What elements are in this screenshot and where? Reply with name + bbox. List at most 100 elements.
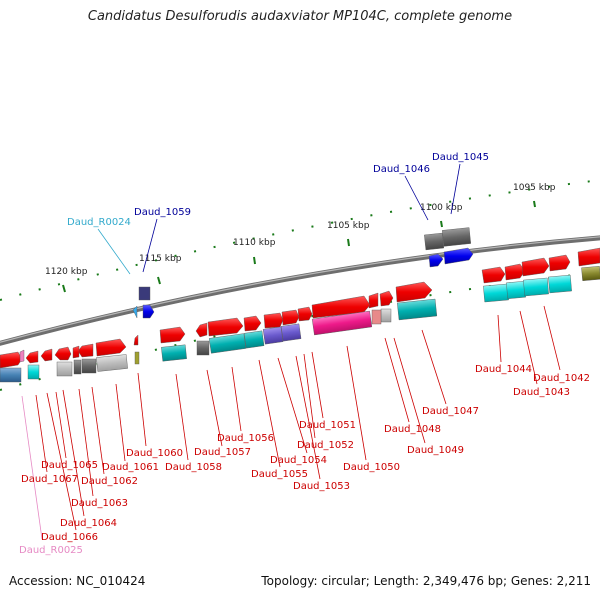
gene-1046-arrow xyxy=(428,253,444,268)
gene-1045-feature xyxy=(442,227,471,247)
trna-r0025-arrow xyxy=(19,349,25,363)
gene-label-daud-1064[interactable]: Daud_1064 xyxy=(60,518,117,529)
gene-label-daud-1052[interactable]: Daud_1052 xyxy=(297,440,354,451)
gene-label-daud-1058[interactable]: Daud_1058 xyxy=(165,462,222,473)
gene-1050-arrow xyxy=(311,295,371,319)
gene-label-group: Daud_1045 Daud_1046 Daud_1059 Daud_R0024… xyxy=(19,152,590,556)
gene-1055-arrow xyxy=(243,315,262,332)
gene-1044-arrow xyxy=(481,266,506,284)
gene-1040-cog xyxy=(581,266,600,281)
gene-1063-cog xyxy=(73,359,82,375)
accession-text: Accession: NC_010424 xyxy=(9,574,146,588)
gene-1062-arrow xyxy=(77,343,94,358)
gene-1060-cog xyxy=(134,351,140,365)
gene-1051-cog xyxy=(280,323,302,342)
gene-1067-cog xyxy=(0,367,22,383)
gene-label-daud-1060[interactable]: Daud_1060 xyxy=(126,448,183,459)
gene-1061-cog xyxy=(96,354,128,372)
gene-1060-arrow xyxy=(133,334,139,346)
gene-1042-arrow xyxy=(521,257,550,277)
gene-1040-arrow xyxy=(577,247,600,267)
genome-backbone-highlight xyxy=(0,236,600,343)
gene-label-daud-1047[interactable]: Daud_1047 xyxy=(422,406,479,417)
gene-1063-arrow xyxy=(72,345,80,359)
scale-label-1100: 1100 kbp xyxy=(420,203,463,213)
gene-label-daud-1051[interactable]: Daud_1051 xyxy=(299,420,356,431)
gene-1055-cog xyxy=(243,330,265,349)
map-title: Candidatus Desulforudis audaxviator MP10… xyxy=(87,9,513,24)
gene-label-daud-1046[interactable]: Daud_1046 xyxy=(373,164,430,175)
gene-1050-cog xyxy=(311,310,373,336)
gene-1065-arrow xyxy=(40,348,53,362)
gene-1064-cog xyxy=(56,361,73,377)
gene-label-daud-1059[interactable]: Daud_1059 xyxy=(134,207,191,218)
gene-1056-cog xyxy=(208,333,247,354)
gene-1064-arrow xyxy=(54,346,72,361)
outer-strand-features xyxy=(0,227,600,369)
gene-label-daud-1045[interactable]: Daud_1045 xyxy=(432,152,489,163)
outer-scale-ring xyxy=(0,179,600,301)
gene-label-daud-1042[interactable]: Daud_1042 xyxy=(533,373,590,384)
gene-label-daud-1067[interactable]: Daud_1067 xyxy=(21,474,78,485)
gene-label-daud-1066[interactable]: Daud_1066 xyxy=(41,532,98,543)
gene-1047-arrow xyxy=(395,281,433,303)
gene-1056-arrow xyxy=(207,317,244,337)
scale-label-1095: 1095 kbp xyxy=(513,183,556,193)
gene-label-daud-1043[interactable]: Daud_1043 xyxy=(513,387,570,398)
gene-1057-cog xyxy=(196,340,210,356)
genome-summary-text: Topology: circular; Length: 2,349,476 bp… xyxy=(261,574,591,588)
scale-labels: 1095 kbp 1100 kbp 1105 kbp 1110 kbp 1115… xyxy=(45,183,556,277)
gene-label-daud-1056[interactable]: Daud_1056 xyxy=(217,433,274,444)
gene-1047-cog xyxy=(397,298,438,321)
scale-label-1110: 1110 kbp xyxy=(233,238,276,248)
trna-r0024-arrow xyxy=(132,305,138,319)
gene-label-daud-1061[interactable]: Daud_1061 xyxy=(102,462,159,473)
gene-1041-arrow xyxy=(548,254,571,272)
gene-1066-arrow xyxy=(25,350,39,364)
scale-label-1115: 1115 kbp xyxy=(139,254,182,264)
gene-1066-cog xyxy=(27,364,40,380)
gene-1062-cog xyxy=(81,358,97,374)
gene-label-daud-r0024[interactable]: Daud_R0024 xyxy=(67,217,131,228)
gene-1041-cog xyxy=(548,274,572,294)
gene-1042-cog xyxy=(523,277,549,297)
gene-1052-arrow xyxy=(281,309,300,326)
major-ticks xyxy=(62,200,536,293)
gene-1058-cog xyxy=(161,344,187,362)
gene-1043-cog xyxy=(506,281,526,299)
gene-1054-cog xyxy=(262,326,284,345)
gene-label-daud-1057[interactable]: Daud_1057 xyxy=(194,447,251,458)
gene-label-daud-1065[interactable]: Daud_1065 xyxy=(41,460,98,471)
gene-label-daud-1062[interactable]: Daud_1062 xyxy=(81,476,138,487)
gene-1067-arrow xyxy=(0,351,23,369)
gene-label-daud-1063[interactable]: Daud_1063 xyxy=(71,498,128,509)
gene-1058-arrow xyxy=(159,326,186,344)
gene-1049-arrow xyxy=(368,292,379,309)
gene-label-daud-1055[interactable]: Daud_1055 xyxy=(251,469,308,480)
gene-1049-cog xyxy=(371,309,382,325)
gene-1059-arrow xyxy=(142,304,155,319)
gene-1059-feature xyxy=(138,286,151,301)
gene-1045-arrow xyxy=(443,247,474,265)
gene-label-daud-1049[interactable]: Daud_1049 xyxy=(407,445,464,456)
gene-1046-feature xyxy=(424,232,445,251)
gene-label-daud-r0025[interactable]: Daud_R0025 xyxy=(19,545,83,556)
gene-1061-arrow xyxy=(95,338,127,357)
gene-label-daud-1044[interactable]: Daud_1044 xyxy=(475,364,532,375)
gene-1048-cog xyxy=(380,308,392,323)
genome-backbone xyxy=(0,235,600,346)
leader-lines xyxy=(21,163,561,540)
gene-1051-arrow xyxy=(297,306,313,322)
gene-1044-cog xyxy=(483,283,509,303)
inner-strand-features xyxy=(0,266,600,383)
gene-label-daud-1054[interactable]: Daud_1054 xyxy=(270,455,327,466)
scale-label-1120: 1120 kbp xyxy=(45,267,88,277)
scale-label-1105: 1105 kbp xyxy=(327,221,370,231)
gene-1057-arrow xyxy=(195,322,208,338)
gene-1043-arrow xyxy=(504,263,526,281)
gene-1048-arrow xyxy=(379,290,394,307)
gene-label-daud-1050[interactable]: Daud_1050 xyxy=(343,462,400,473)
gene-label-daud-1048[interactable]: Daud_1048 xyxy=(384,424,441,435)
gene-label-daud-1053[interactable]: Daud_1053 xyxy=(293,481,350,492)
